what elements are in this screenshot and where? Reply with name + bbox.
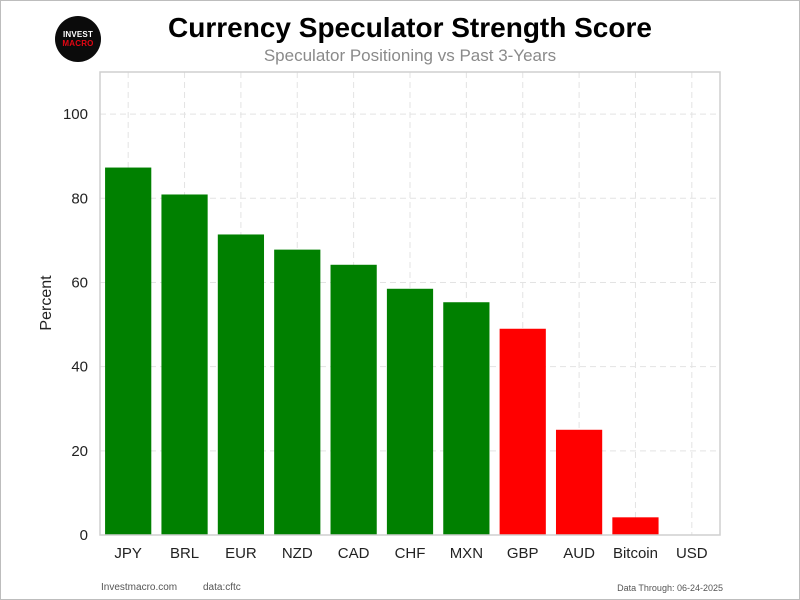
x-tick-label: JPY (114, 545, 142, 562)
logo-text-invest: INVEST (62, 30, 94, 39)
x-tick-label: AUD (563, 545, 595, 562)
y-tick-label: 80 (71, 190, 88, 207)
logo-text-macro: MACRO (62, 39, 94, 48)
x-tick-label: GBP (507, 545, 539, 562)
bar-brl (161, 194, 208, 535)
plot-area-border (99, 71, 721, 536)
y-tick-label: 20 (71, 443, 88, 460)
x-tick-label: Bitcoin (613, 545, 658, 562)
x-tick-label: CAD (338, 545, 370, 562)
bar-nzd (274, 249, 321, 535)
bar-jpy (105, 167, 152, 535)
x-tick-label: BRL (170, 545, 199, 562)
bar-aud (555, 429, 603, 535)
bar-gbp (499, 328, 546, 535)
bar-chf (386, 288, 434, 535)
x-tick-label: EUR (225, 545, 257, 562)
x-tick-label: MXN (450, 545, 483, 562)
footer-source: data:cftc (203, 582, 241, 593)
chart-title: Currency Speculator Strength Score (168, 12, 652, 43)
y-tick-label: 0 (80, 527, 88, 544)
bar-mxn (443, 302, 490, 535)
y-tick-label: 40 (71, 359, 88, 376)
bar-bitcoin (612, 517, 659, 535)
x-tick-label: CHF (395, 545, 426, 562)
y-tick-label: 60 (71, 274, 88, 291)
x-tick-label: NZD (282, 545, 313, 562)
chart-subtitle: Speculator Positioning vs Past 3-Years (263, 46, 557, 65)
footer-data-through: Data Through: 06-24-2025 (617, 583, 723, 593)
x-tick-label: USD (676, 545, 708, 562)
bar-cad (330, 264, 377, 535)
investmacro-logo: INVEST MACRO (55, 16, 101, 62)
footer-site: Investmacro.com (101, 582, 178, 593)
bar-eur (217, 234, 265, 536)
y-tick-label: 100 (63, 106, 88, 123)
